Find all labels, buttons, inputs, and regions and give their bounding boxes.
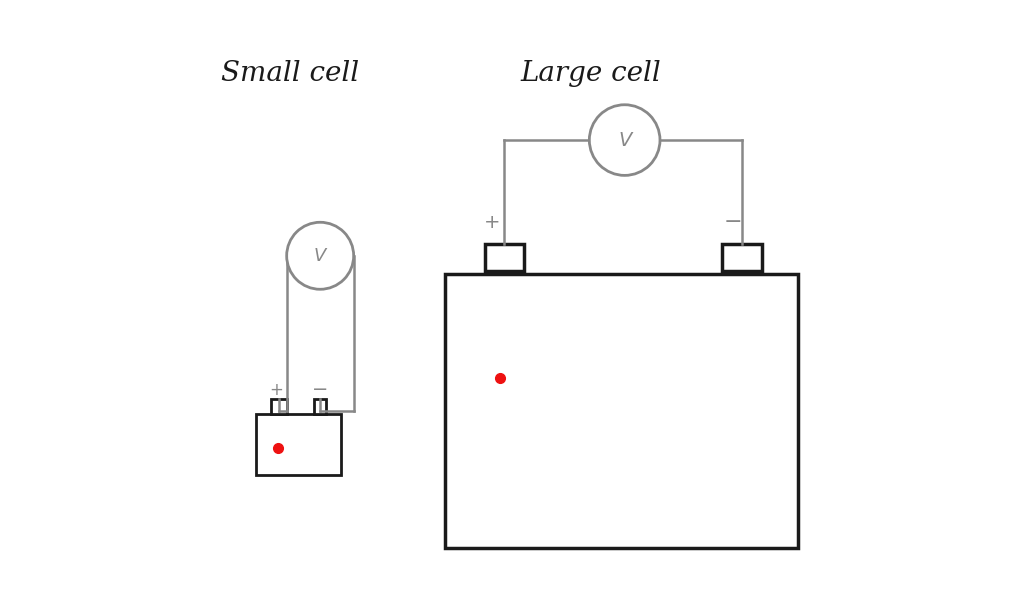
Text: Large cell: Large cell xyxy=(521,60,662,86)
Text: −: − xyxy=(723,213,741,232)
Circle shape xyxy=(590,105,660,175)
Circle shape xyxy=(287,222,353,289)
Text: V: V xyxy=(314,247,327,265)
Bar xyxy=(271,399,287,414)
Bar xyxy=(484,244,524,271)
Text: Small cell: Small cell xyxy=(220,60,358,86)
Bar xyxy=(445,274,799,548)
Bar xyxy=(722,244,762,271)
Text: −: − xyxy=(312,380,329,400)
Text: V: V xyxy=(617,130,632,150)
Bar xyxy=(256,414,341,475)
Bar xyxy=(314,399,327,414)
Text: +: + xyxy=(268,381,283,399)
Text: +: + xyxy=(484,213,501,232)
